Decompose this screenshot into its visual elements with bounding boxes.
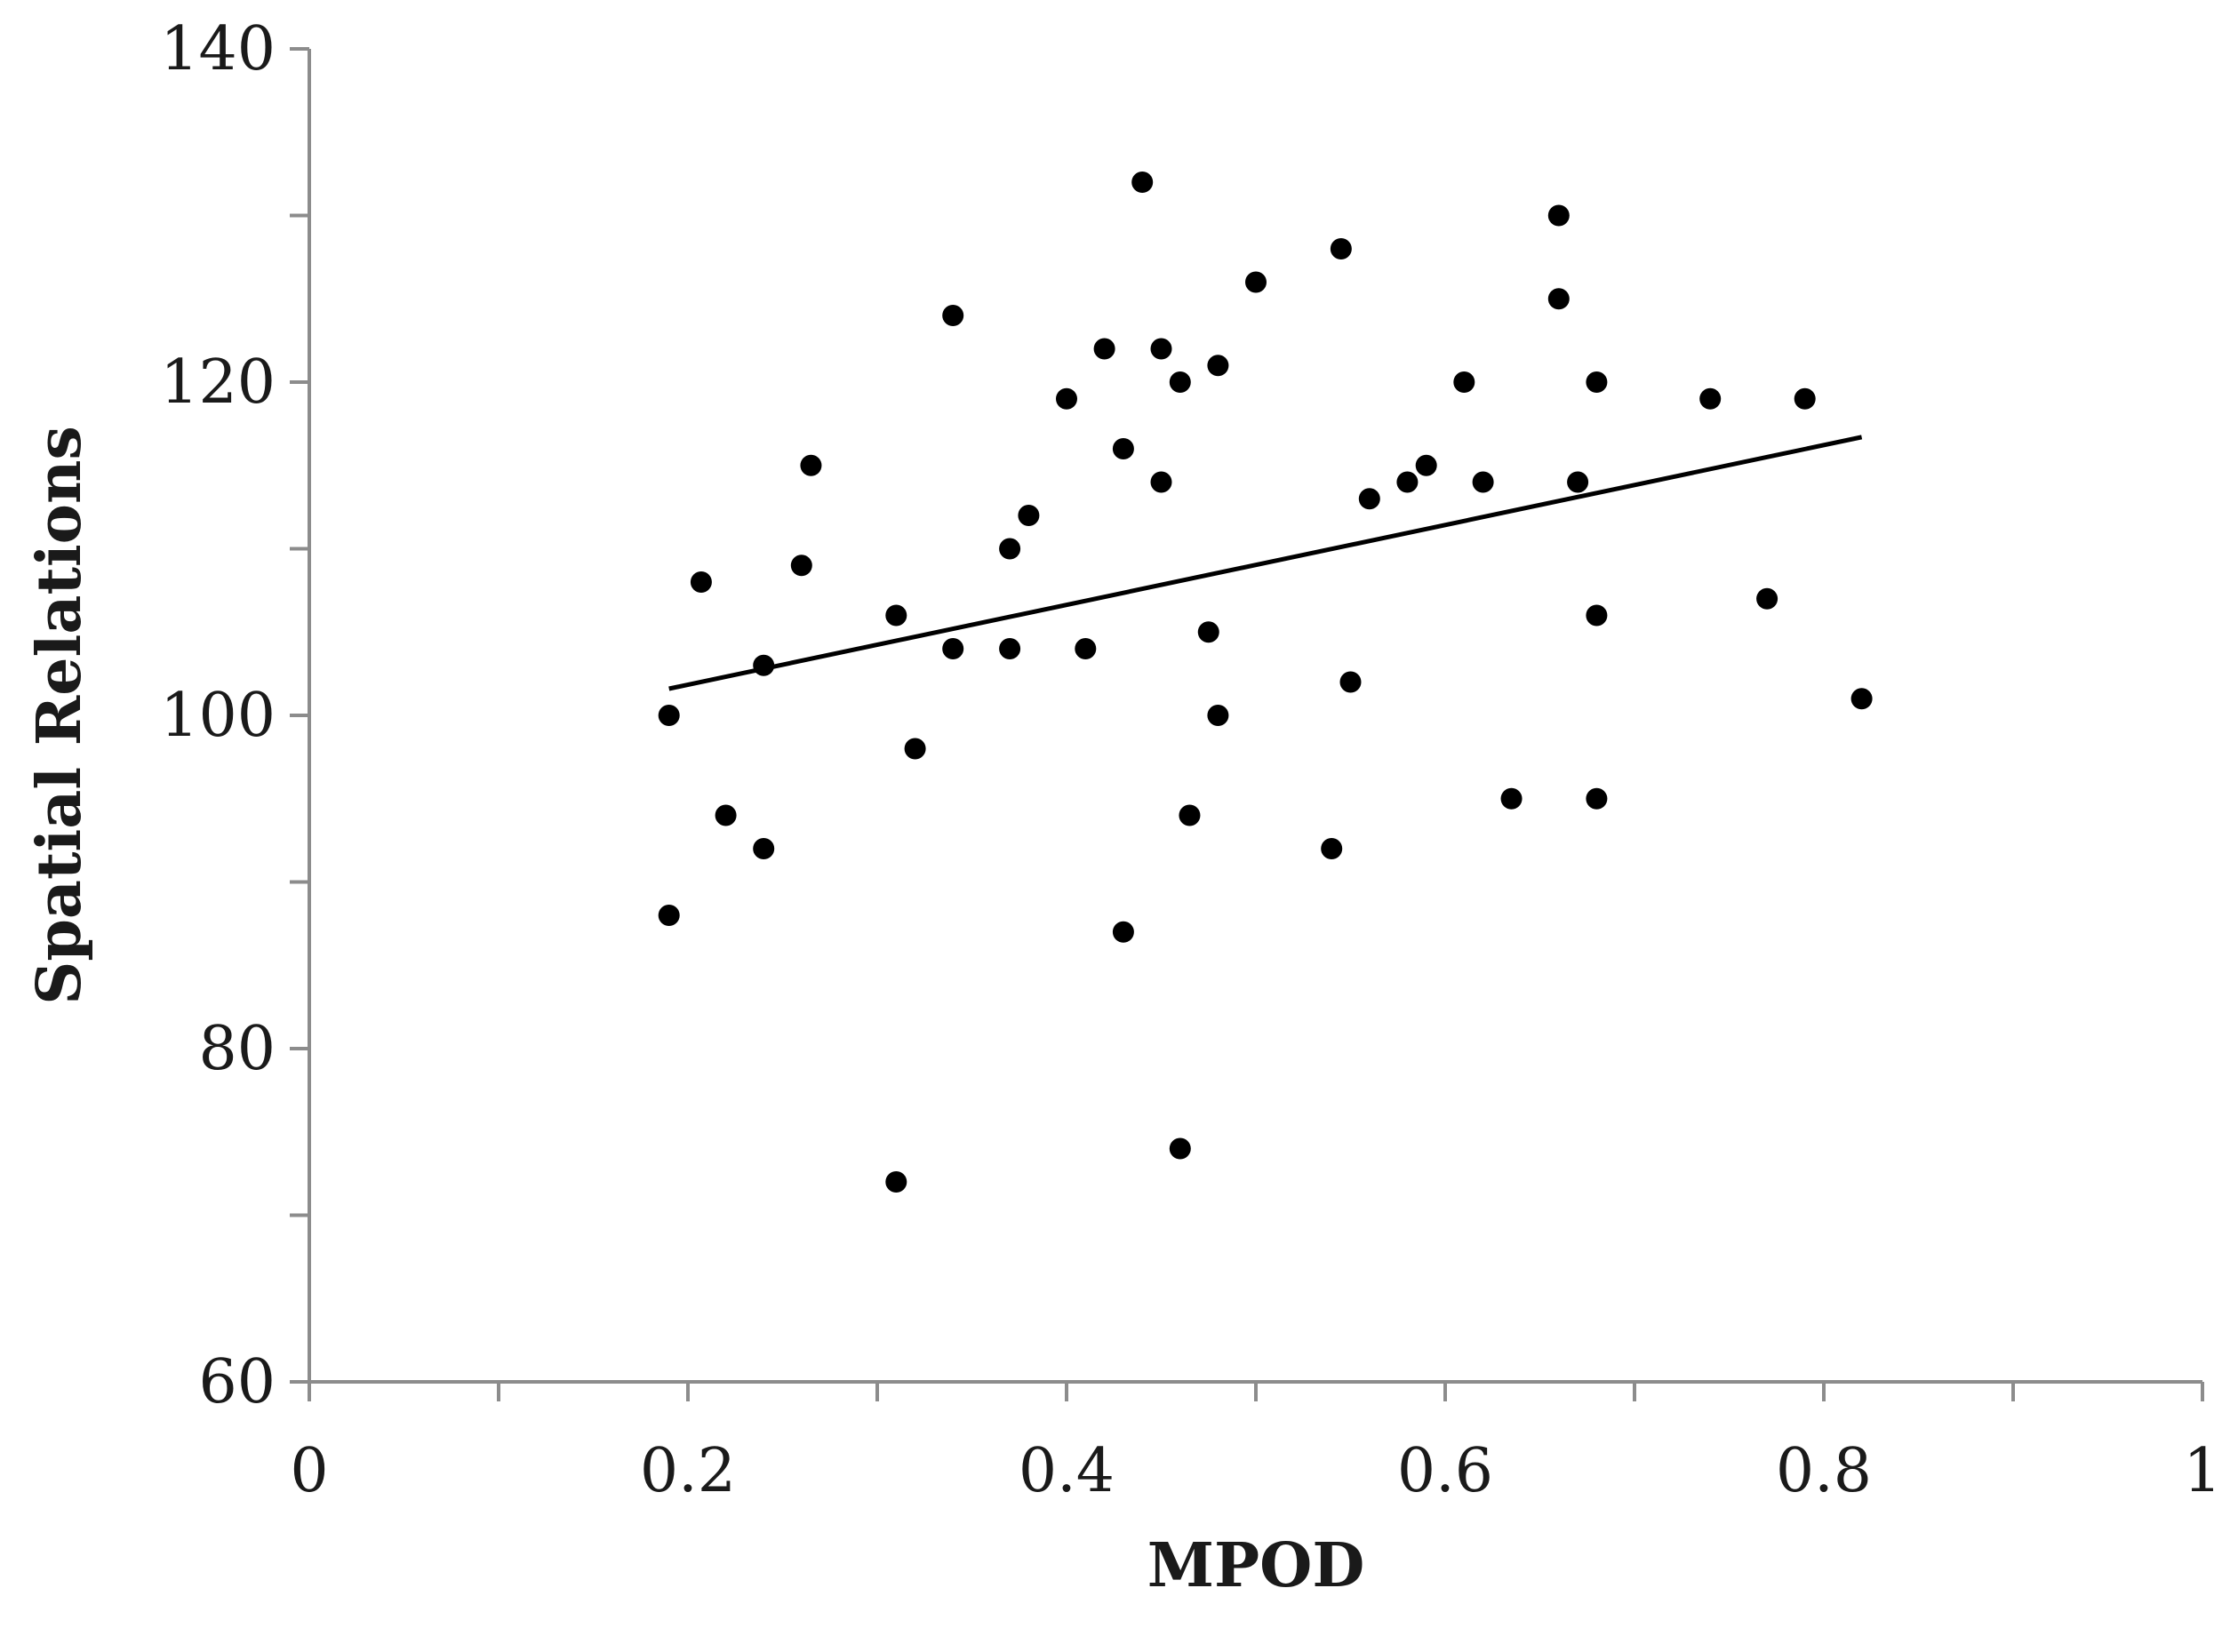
data-point	[1169, 371, 1191, 393]
trend-line	[668, 435, 1863, 691]
data-point	[1415, 454, 1437, 476]
data-point	[1339, 671, 1362, 693]
y-tick-label: 120	[160, 347, 276, 418]
data-point	[1112, 438, 1134, 459]
data-point	[1207, 355, 1229, 377]
data-point	[1586, 371, 1608, 393]
data-point	[1794, 387, 1816, 410]
y-tick-label: 100	[160, 681, 276, 751]
data-point	[1500, 787, 1523, 810]
x-tick-label: 0.8	[1776, 1436, 1872, 1506]
x-axis-title: MPOD	[1147, 1530, 1365, 1601]
data-point	[1586, 787, 1608, 810]
x-tick-label: 0.4	[1019, 1436, 1115, 1506]
x-tick-label: 1	[2183, 1436, 2221, 1506]
data-point	[904, 738, 926, 760]
data-point	[1093, 338, 1115, 360]
data-point	[1472, 471, 1494, 493]
data-point	[790, 555, 812, 577]
x-tick-label: 0.2	[640, 1436, 736, 1506]
data-point	[1756, 587, 1778, 610]
y-axis-ticks: 60 80 100 120 140	[160, 14, 309, 1417]
data-point	[1131, 172, 1154, 193]
data-point	[753, 838, 775, 859]
data-point	[1547, 204, 1570, 227]
data-point	[942, 638, 964, 659]
data-point	[1547, 288, 1570, 310]
data-point	[1396, 471, 1419, 493]
data-point	[1699, 387, 1722, 410]
data-point	[1321, 838, 1343, 859]
y-axis-title: Spatial Relations	[24, 426, 95, 1005]
x-axis-ticks: 0 0.2 0.4 0.6 0.8 1	[290, 1382, 2222, 1506]
data-point	[1150, 338, 1172, 360]
data-point	[1850, 688, 1873, 710]
data-points	[658, 172, 1873, 1193]
data-point	[658, 705, 680, 726]
y-tick-label: 80	[198, 1014, 276, 1084]
data-point	[753, 654, 775, 676]
data-point	[690, 571, 712, 593]
data-point	[885, 1171, 907, 1193]
data-point	[1179, 804, 1201, 826]
data-point	[1169, 1137, 1191, 1160]
data-point	[1197, 621, 1219, 643]
data-point	[1056, 387, 1077, 410]
data-point	[885, 604, 907, 626]
data-point	[1358, 488, 1380, 510]
data-point	[658, 905, 680, 926]
x-tick-label: 0.6	[1397, 1436, 1493, 1506]
data-point	[1018, 505, 1040, 526]
data-point	[1567, 471, 1589, 493]
data-point	[1150, 471, 1172, 493]
data-point	[715, 804, 737, 826]
data-point	[1112, 921, 1134, 943]
x-tick-label: 0	[290, 1436, 328, 1506]
data-point	[1075, 638, 1097, 659]
data-point	[999, 538, 1021, 560]
data-point	[999, 638, 1021, 659]
data-point	[800, 454, 822, 476]
data-point	[942, 305, 964, 326]
y-tick-label: 60	[198, 1347, 276, 1417]
data-point	[1586, 604, 1608, 626]
y-tick-label: 140	[160, 14, 276, 84]
data-point	[1207, 705, 1229, 726]
data-point	[1245, 271, 1267, 293]
data-point	[1453, 371, 1475, 393]
data-point	[1330, 238, 1352, 259]
